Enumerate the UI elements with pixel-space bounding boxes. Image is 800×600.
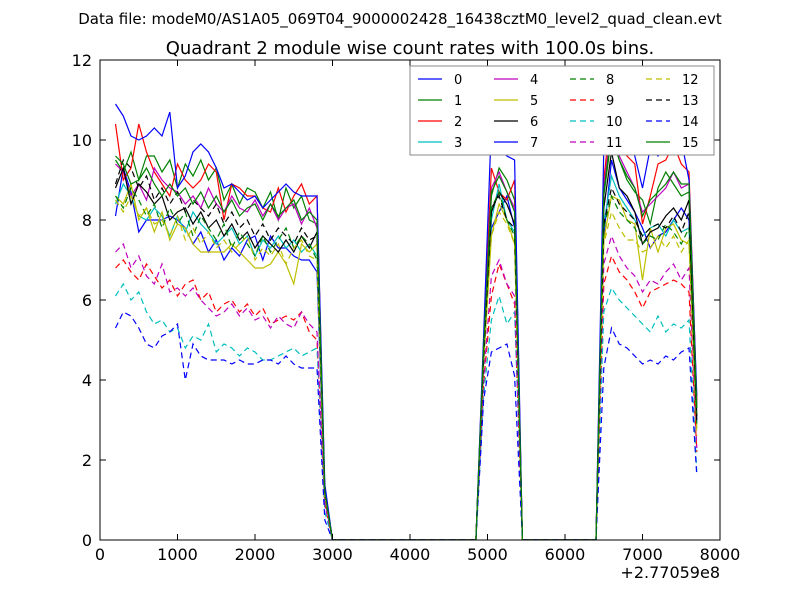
series-line-15 xyxy=(115,131,698,540)
y-tick-label: 4 xyxy=(82,371,92,390)
x-tick-label: 7000 xyxy=(622,545,663,564)
series-line-8 xyxy=(114,186,698,540)
legend-label-0: 0 xyxy=(454,73,462,88)
series-line-2 xyxy=(114,107,698,540)
legend-label-13: 13 xyxy=(682,94,699,109)
x-tick-label: 4000 xyxy=(390,545,431,564)
series-line-14 xyxy=(114,311,698,540)
x-tick-label: 5000 xyxy=(467,545,508,564)
series-line-11 xyxy=(115,234,698,540)
series-line-4 xyxy=(115,123,698,540)
x-tick-label: 6000 xyxy=(545,545,586,564)
chart-title: Quadrant 2 module wise count rates with … xyxy=(166,38,655,59)
legend-label-2: 2 xyxy=(454,115,462,130)
legend-label-11: 11 xyxy=(606,136,623,151)
legend-label-10: 10 xyxy=(606,115,623,130)
plot-area xyxy=(114,83,698,540)
x-tick-label: 2000 xyxy=(235,545,276,564)
y-tick-label: 8 xyxy=(82,211,92,230)
legend-label-15: 15 xyxy=(682,136,699,151)
legend-label-7: 7 xyxy=(530,136,538,151)
y-tick-label: 0 xyxy=(82,531,92,550)
x-tick-label: 8000 xyxy=(700,545,741,564)
legend-label-14: 14 xyxy=(682,115,699,130)
series-line-1 xyxy=(114,135,698,540)
x-offset-label: +2.77059e8 xyxy=(620,563,720,582)
figure-suptitle: Data file: modeM0/AS1A05_069T04_90000024… xyxy=(78,10,722,29)
series-line-9 xyxy=(115,254,698,540)
legend-label-9: 9 xyxy=(606,94,614,109)
legend-label-6: 6 xyxy=(530,115,538,130)
series-line-3 xyxy=(114,173,698,540)
y-tick-label: 6 xyxy=(82,291,92,310)
y-tick-label: 2 xyxy=(82,451,92,470)
x-tick-label: 1000 xyxy=(157,545,198,564)
legend-label-1: 1 xyxy=(454,94,462,109)
y-tick-label: 10 xyxy=(72,131,92,150)
x-tick-label: 0 xyxy=(95,545,105,564)
legend-label-3: 3 xyxy=(454,136,462,151)
legend-box xyxy=(409,65,715,156)
legend-label-4: 4 xyxy=(530,73,538,88)
series-line-13 xyxy=(114,158,698,540)
series-line-12 xyxy=(114,194,698,540)
legend-label-5: 5 xyxy=(530,94,538,109)
series-line-10 xyxy=(114,282,698,540)
axis-ticks: 0 1000 2000 3000 4000 5000 6000 7000 80000246810… xyxy=(72,51,741,564)
y-tick-label: 12 xyxy=(72,51,92,70)
x-tick-label: 3000 xyxy=(312,545,353,564)
legend-label-12: 12 xyxy=(682,73,699,88)
series-line-6 xyxy=(114,151,698,540)
legend-label-8: 8 xyxy=(606,73,614,88)
